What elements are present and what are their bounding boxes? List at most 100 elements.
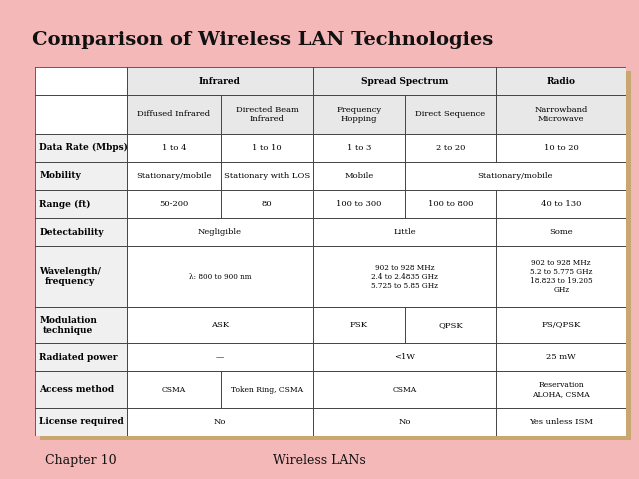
Text: Mobile: Mobile: [344, 172, 373, 180]
Bar: [35, 134, 127, 162]
Bar: [35, 162, 127, 190]
Bar: [127, 343, 313, 371]
Text: 80: 80: [262, 200, 272, 208]
Bar: [127, 307, 313, 343]
Text: License required: License required: [39, 417, 124, 426]
Bar: [313, 246, 497, 307]
Bar: [313, 371, 497, 408]
Bar: [497, 246, 626, 307]
Bar: [221, 162, 313, 190]
Text: Spread Spectrum: Spread Spectrum: [361, 77, 448, 86]
Bar: [497, 134, 626, 162]
Bar: [127, 408, 313, 436]
Bar: [497, 190, 626, 218]
Bar: [35, 408, 127, 436]
Text: λ: 800 to 900 nm: λ: 800 to 900 nm: [189, 273, 251, 281]
Text: 100 to 300: 100 to 300: [336, 200, 381, 208]
Bar: [497, 343, 626, 371]
Text: Radiated power: Radiated power: [39, 353, 118, 362]
Text: Wavelength/
frequency: Wavelength/ frequency: [39, 267, 101, 286]
Text: Little: Little: [393, 228, 416, 236]
Text: 50-200: 50-200: [159, 200, 189, 208]
Bar: [35, 67, 127, 95]
Text: FS/QPSK: FS/QPSK: [541, 321, 581, 329]
Bar: [404, 95, 496, 134]
Bar: [221, 134, 313, 162]
Text: 902 to 928 MHz
5.2 to 5.775 GHz
18.823 to 19.205
GHz: 902 to 928 MHz 5.2 to 5.775 GHz 18.823 t…: [530, 259, 592, 294]
Text: Diffused Infrared: Diffused Infrared: [137, 111, 211, 118]
Bar: [497, 371, 626, 408]
Text: Stationary/mobile: Stationary/mobile: [477, 172, 553, 180]
Bar: [127, 190, 221, 218]
Text: 1 to 10: 1 to 10: [252, 144, 282, 152]
Text: —: —: [216, 354, 224, 361]
Text: No: No: [398, 418, 411, 426]
Bar: [313, 408, 497, 436]
Text: Narrowband
Microwave: Narrowband Microwave: [534, 106, 588, 123]
Text: Infrared: Infrared: [199, 77, 241, 86]
Bar: [127, 218, 313, 246]
Text: Frequency
Hopping: Frequency Hopping: [336, 106, 381, 123]
Bar: [404, 134, 496, 162]
Bar: [127, 134, 221, 162]
Text: Access method: Access method: [39, 385, 114, 394]
Text: Detectability: Detectability: [39, 228, 104, 237]
Text: QPSK: QPSK: [438, 321, 463, 329]
Bar: [221, 190, 313, 218]
Bar: [313, 67, 497, 95]
Bar: [497, 408, 626, 436]
Text: 1 to 3: 1 to 3: [346, 144, 371, 152]
Bar: [35, 307, 127, 343]
Bar: [127, 371, 221, 408]
Text: 902 to 928 MHz
2.4 to 2.4835 GHz
5.725 to 5.85 GHz: 902 to 928 MHz 2.4 to 2.4835 GHz 5.725 t…: [371, 264, 438, 290]
Text: FSK: FSK: [350, 321, 368, 329]
Bar: [35, 246, 127, 307]
Bar: [35, 190, 127, 218]
Text: CSMA: CSMA: [162, 386, 186, 394]
Text: 10 to 20: 10 to 20: [544, 144, 578, 152]
Bar: [35, 343, 127, 371]
Bar: [313, 134, 404, 162]
Text: Direct Sequence: Direct Sequence: [415, 111, 486, 118]
Bar: [497, 307, 626, 343]
Bar: [127, 95, 221, 134]
Bar: [313, 162, 404, 190]
Text: Data Rate (Mbps): Data Rate (Mbps): [39, 143, 128, 152]
Text: Radio: Radio: [547, 77, 576, 86]
Text: Modulation
technique: Modulation technique: [39, 316, 97, 334]
Bar: [404, 307, 496, 343]
Text: Negligible: Negligible: [198, 228, 242, 236]
Text: Directed Beam
Infrared: Directed Beam Infrared: [236, 106, 298, 123]
Bar: [404, 162, 626, 190]
Text: Mobility: Mobility: [39, 171, 81, 181]
Bar: [313, 218, 497, 246]
Bar: [35, 371, 127, 408]
Text: Stationary with LOS: Stationary with LOS: [224, 172, 311, 180]
Text: 100 to 800: 100 to 800: [427, 200, 473, 208]
Bar: [127, 246, 313, 307]
Text: Wireless LANs: Wireless LANs: [273, 454, 366, 467]
Text: Reservation
ALOHA, CSMA: Reservation ALOHA, CSMA: [532, 381, 590, 398]
Bar: [497, 218, 626, 246]
Text: <1W: <1W: [394, 354, 415, 361]
Bar: [313, 307, 404, 343]
Text: Yes unless ISM: Yes unless ISM: [529, 418, 593, 426]
Text: Token Ring, CSMA: Token Ring, CSMA: [231, 386, 303, 394]
Bar: [404, 190, 496, 218]
Text: CSMA: CSMA: [392, 386, 417, 394]
Bar: [127, 162, 221, 190]
Bar: [497, 95, 626, 134]
Bar: [313, 95, 404, 134]
Text: Comparison of Wireless LAN Technologies: Comparison of Wireless LAN Technologies: [32, 31, 493, 49]
Text: 25 mW: 25 mW: [546, 354, 576, 361]
Text: Some: Some: [550, 228, 573, 236]
Bar: [35, 95, 127, 134]
Text: Chapter 10: Chapter 10: [45, 454, 116, 467]
Text: Stationary/mobile: Stationary/mobile: [136, 172, 212, 180]
Text: 2 to 20: 2 to 20: [436, 144, 465, 152]
Bar: [221, 371, 313, 408]
Bar: [221, 95, 313, 134]
Bar: [127, 67, 313, 95]
Text: No: No: [213, 418, 226, 426]
Bar: [35, 218, 127, 246]
